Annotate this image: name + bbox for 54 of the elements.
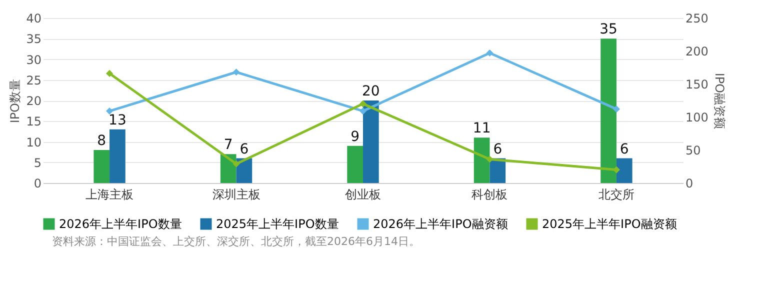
y-tick-label: 35 [26, 32, 42, 46]
y2-tick-label: 200 [686, 44, 708, 58]
bar [616, 158, 632, 183]
legend-label: 2026年上半年IPO融资额 [373, 217, 508, 231]
bar [347, 146, 363, 183]
y2-tick-label: 0 [686, 176, 694, 190]
bar [363, 100, 379, 183]
y2-tick-label: 50 [686, 144, 701, 158]
y-axis-title: IPO数量 [8, 78, 22, 124]
data-label: 11 [472, 120, 491, 137]
y2-tick-label: 250 [686, 12, 708, 26]
data-label: 35 [600, 22, 618, 38]
y-tick-label: 0 [34, 176, 42, 190]
y-tick-label: 15 [26, 114, 42, 129]
data-label: 6 [240, 141, 249, 158]
y-tick-label: 10 [26, 135, 42, 150]
data-label: 9 [350, 128, 360, 145]
y2-tick-label: 100 [686, 110, 708, 124]
data-label: 20 [362, 84, 380, 100]
data-label: 6 [493, 141, 502, 158]
y-tick-label: 30 [26, 52, 42, 67]
y2-axis-title: IPO融资额 [712, 72, 726, 130]
bar [110, 129, 126, 183]
point [106, 70, 114, 77]
point [232, 68, 240, 76]
data-label: 13 [108, 112, 126, 128]
bar [474, 138, 490, 183]
point [232, 160, 240, 168]
x-tick-label: 深圳主板 [212, 188, 260, 202]
bar [600, 38, 616, 183]
point [359, 100, 367, 108]
y-tick-label: 25 [26, 73, 42, 88]
point [359, 108, 367, 115]
data-label: 7 [224, 137, 233, 154]
x-tick-label: 上海主板 [86, 188, 134, 202]
point [612, 106, 620, 113]
point [486, 156, 494, 163]
y2-tick-label: 150 [686, 78, 708, 92]
point [612, 166, 620, 174]
text: 资料来源：中国证监会、上交所、深交所、北交所，截至2026年6月14日。 [52, 234, 421, 249]
y-tick-label: 5 [34, 156, 42, 170]
y-tick-label: 20 [26, 94, 42, 108]
x-tick-label: 北交所 [598, 188, 634, 202]
point [486, 49, 494, 57]
y-tick-label: 40 [26, 12, 42, 26]
bar [94, 150, 110, 183]
point [106, 108, 114, 115]
data-label: 6 [620, 141, 629, 158]
legend-label: 2026年上半年IPO数量 [59, 217, 182, 231]
x-tick-label: 创业板 [345, 188, 381, 202]
legend-label: 2025年上半年IPO数量 [216, 217, 339, 231]
legend-label: 2025年上半年IPO融资额 [542, 217, 677, 231]
x-tick-label: 科创板 [472, 188, 508, 202]
data-label: 8 [97, 133, 106, 149]
